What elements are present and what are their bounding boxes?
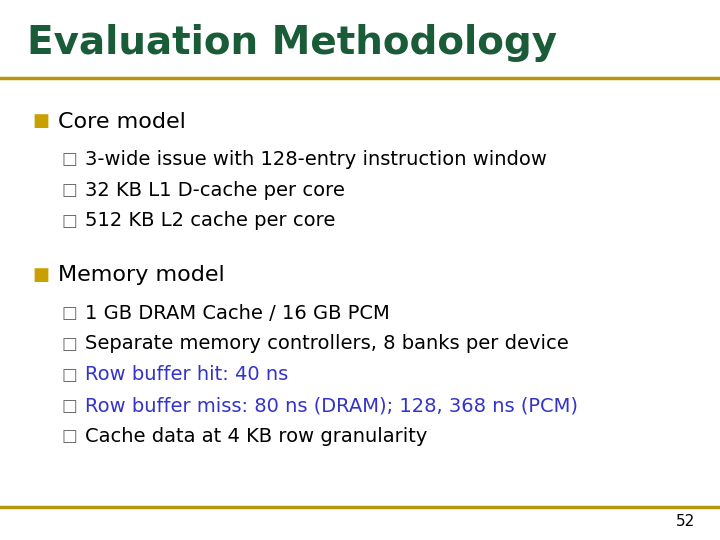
Text: □: □ xyxy=(61,427,77,446)
Text: Evaluation Methodology: Evaluation Methodology xyxy=(27,24,557,62)
Text: □: □ xyxy=(61,181,77,199)
Text: Row buffer hit: 40 ns: Row buffer hit: 40 ns xyxy=(85,365,288,384)
Text: ■: ■ xyxy=(32,266,50,285)
Text: 1 GB DRAM Cache / 16 GB PCM: 1 GB DRAM Cache / 16 GB PCM xyxy=(85,303,390,323)
Text: Cache data at 4 KB row granularity: Cache data at 4 KB row granularity xyxy=(85,427,428,446)
Text: □: □ xyxy=(61,366,77,384)
Text: Core model: Core model xyxy=(58,111,186,132)
Text: Row buffer miss: 80 ns (DRAM); 128, 368 ns (PCM): Row buffer miss: 80 ns (DRAM); 128, 368 … xyxy=(85,396,578,415)
Text: Separate memory controllers, 8 banks per device: Separate memory controllers, 8 banks per… xyxy=(85,334,569,354)
Text: □: □ xyxy=(61,212,77,230)
Text: □: □ xyxy=(61,304,77,322)
Text: □: □ xyxy=(61,396,77,415)
Text: ■: ■ xyxy=(32,112,50,131)
Text: 32 KB L1 D-cache per core: 32 KB L1 D-cache per core xyxy=(85,180,345,200)
Text: 3-wide issue with 128-entry instruction window: 3-wide issue with 128-entry instruction … xyxy=(85,150,546,169)
Text: □: □ xyxy=(61,335,77,353)
Text: Memory model: Memory model xyxy=(58,265,225,286)
Text: 52: 52 xyxy=(675,514,695,529)
Text: □: □ xyxy=(61,150,77,168)
Text: 512 KB L2 cache per core: 512 KB L2 cache per core xyxy=(85,211,336,231)
